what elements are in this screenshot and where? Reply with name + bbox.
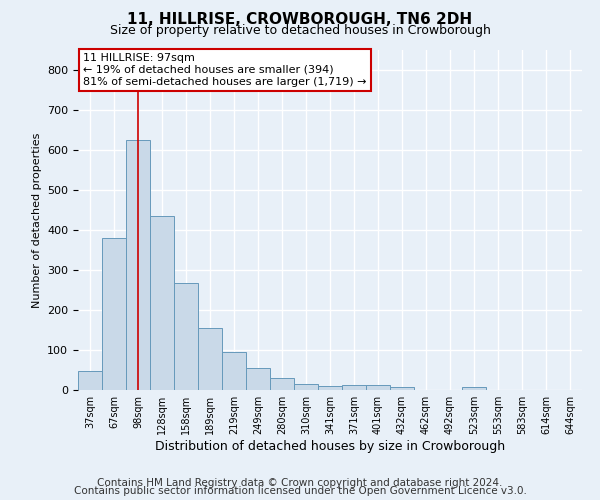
Bar xyxy=(366,385,390,390)
Bar xyxy=(294,384,318,390)
Y-axis label: Number of detached properties: Number of detached properties xyxy=(32,132,41,308)
Bar xyxy=(78,371,102,390)
X-axis label: Distribution of detached houses by size in Crowborough: Distribution of detached houses by size … xyxy=(155,440,505,453)
Bar xyxy=(270,378,294,390)
Bar xyxy=(462,387,486,390)
Bar xyxy=(126,140,150,390)
Bar xyxy=(390,387,414,390)
Bar xyxy=(150,216,174,390)
Bar xyxy=(246,368,270,390)
Text: 11, HILLRISE, CROWBOROUGH, TN6 2DH: 11, HILLRISE, CROWBOROUGH, TN6 2DH xyxy=(127,12,473,28)
Bar xyxy=(222,352,246,390)
Text: Contains HM Land Registry data © Crown copyright and database right 2024.: Contains HM Land Registry data © Crown c… xyxy=(97,478,503,488)
Bar xyxy=(342,385,366,390)
Text: Contains public sector information licensed under the Open Government Licence v3: Contains public sector information licen… xyxy=(74,486,526,496)
Bar xyxy=(198,328,222,390)
Bar xyxy=(318,386,342,390)
Text: 11 HILLRISE: 97sqm
← 19% of detached houses are smaller (394)
81% of semi-detach: 11 HILLRISE: 97sqm ← 19% of detached hou… xyxy=(83,54,367,86)
Text: Size of property relative to detached houses in Crowborough: Size of property relative to detached ho… xyxy=(110,24,490,37)
Bar xyxy=(174,283,198,390)
Bar xyxy=(102,238,126,390)
